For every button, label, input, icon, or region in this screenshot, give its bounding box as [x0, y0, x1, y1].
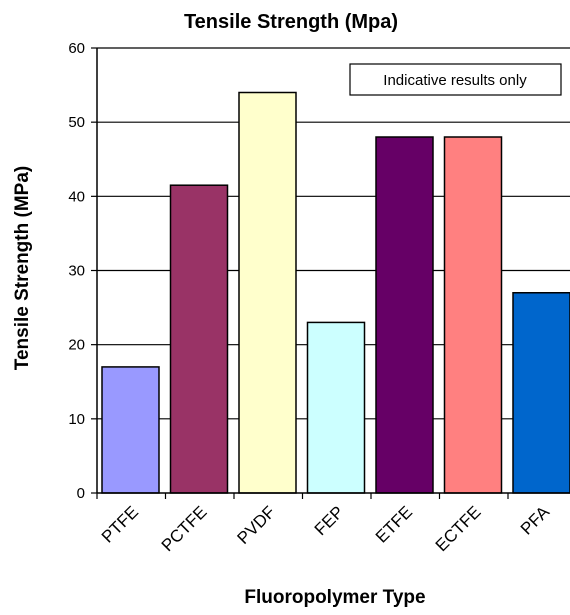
x-category-label: ECTFE	[432, 502, 485, 555]
bar-pfa	[512, 292, 570, 494]
y-tick-label: 40	[68, 188, 85, 205]
x-category-label: PTFE	[98, 502, 142, 546]
x-category-label: ETFE	[372, 502, 416, 546]
annotation-text: Indicative results only	[383, 72, 527, 89]
x-category-label: PFA	[517, 502, 554, 539]
x-category-label: PCTFE	[158, 502, 211, 555]
chart-title: Tensile Strength (Mpa)	[184, 11, 398, 33]
y-tick-label: 20	[68, 337, 85, 354]
bar-ptfe	[101, 366, 160, 494]
annotation-frame	[349, 63, 562, 96]
x-axis-title: Fluoropolymer Type	[244, 587, 425, 608]
bar-pctfe	[169, 184, 229, 494]
bar-pvdf	[238, 91, 297, 494]
bar-fep	[306, 321, 366, 494]
annotation-box: Indicative results only	[349, 63, 562, 96]
bar-ectfe	[443, 136, 503, 494]
y-tick-labels: 0 10 20 30 40 50 60	[68, 40, 85, 502]
bar-etfe	[375, 136, 434, 494]
y-tick-label: 30	[68, 263, 85, 280]
x-category-labels: PTFE PCTFE PVDF FEP ETFE ECTFE PFA	[98, 502, 554, 555]
y-tick-label: 50	[68, 114, 85, 131]
x-category-label: PVDF	[234, 502, 279, 547]
axes	[91, 47, 570, 499]
x-category-label: FEP	[311, 502, 348, 539]
bars	[101, 91, 570, 494]
y-tick-label: 60	[68, 40, 85, 57]
y-tick-label: 10	[68, 411, 85, 428]
y-tick-label: 0	[77, 485, 85, 502]
y-axis-title: Tensile Strength (MPa)	[12, 166, 33, 370]
